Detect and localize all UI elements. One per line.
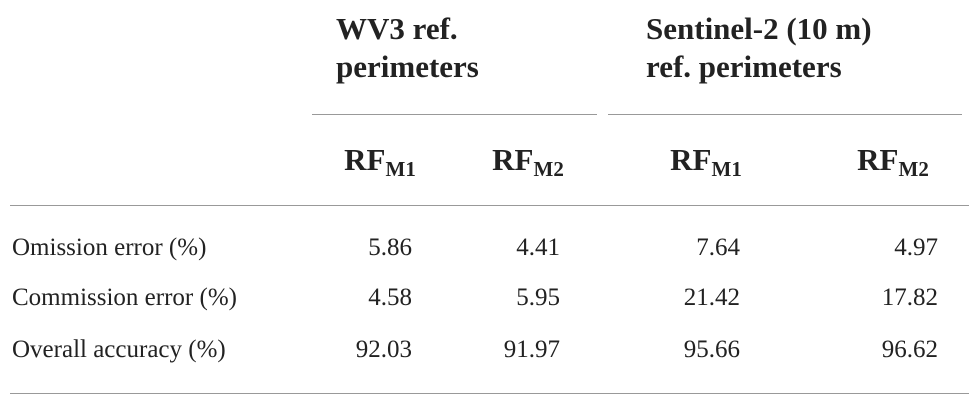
group-header-line: ref. perimeters (646, 49, 842, 84)
cell: 4.41 (516, 234, 560, 261)
bottom-rule (10, 393, 969, 394)
group-header-line: perimeters (336, 49, 479, 84)
cell: 91.97 (503, 336, 560, 363)
column-header-sub: M1 (711, 157, 742, 181)
cell: 4.97 (894, 234, 938, 261)
column-header: RFM1 (626, 142, 786, 182)
cell: 21.42 (683, 284, 740, 311)
cell: 4.58 (368, 284, 412, 311)
row-label: Omission error (%) (12, 234, 207, 261)
group-header: Sentinel-2 (10 m) ref. perimeters (646, 10, 872, 86)
column-header-sub: M2 (898, 157, 929, 181)
column-header: RFM2 (813, 142, 973, 182)
group-header: WV3 ref. perimeters (336, 10, 479, 86)
cell: 95.66 (683, 336, 740, 363)
cell: 17.82 (881, 284, 938, 311)
cell: 92.03 (355, 336, 412, 363)
group-header-line: Sentinel-2 (10 m) (646, 11, 872, 46)
cell: 5.95 (516, 284, 560, 311)
cell: 7.64 (696, 234, 740, 261)
column-header-base: RF (857, 142, 899, 177)
column-header-base: RF (670, 142, 712, 177)
column-header: RFM2 (448, 142, 608, 182)
cell: 5.86 (368, 234, 412, 261)
row-label: Commission error (%) (12, 284, 237, 311)
column-header-sub: M1 (385, 157, 416, 181)
group-rule (608, 114, 962, 115)
group-header-line: WV3 ref. (336, 11, 458, 46)
group-rule (312, 114, 597, 115)
header-rule (10, 205, 969, 206)
column-header-base: RF (344, 142, 386, 177)
column-header-sub: M2 (533, 157, 564, 181)
column-header-base: RF (492, 142, 534, 177)
row-label: Overall accuracy (%) (12, 336, 226, 363)
cell: 96.62 (881, 336, 938, 363)
column-header: RFM1 (300, 142, 460, 182)
